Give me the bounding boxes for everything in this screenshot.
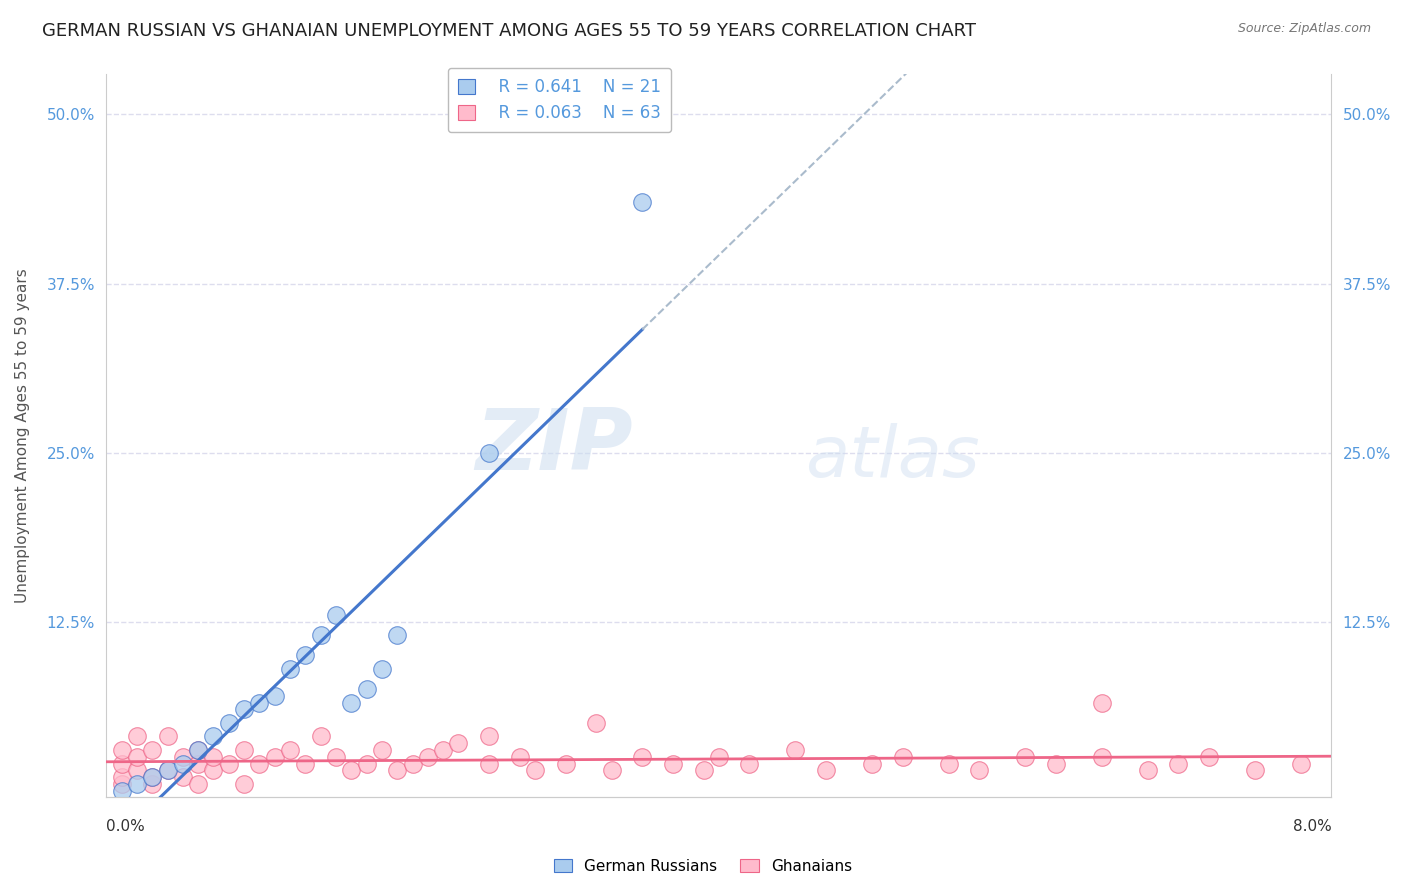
Point [110, 783, 132, 797]
Point [141, 770, 163, 784]
Text: Source: ZipAtlas.com: Source: ZipAtlas.com [1237, 22, 1371, 36]
Point [785, 743, 807, 757]
Point [1091, 749, 1114, 764]
Point [401, 756, 423, 771]
Point [263, 689, 285, 703]
Point [202, 730, 225, 744]
Point [478, 730, 501, 744]
Point [1136, 764, 1159, 778]
Point [309, 628, 332, 642]
Point [125, 764, 148, 778]
Point [631, 749, 654, 764]
Point [187, 756, 209, 771]
Text: ZIP: ZIP [475, 405, 633, 488]
Y-axis label: Unemployment Among Ages 55 to 59 years: Unemployment Among Ages 55 to 59 years [15, 268, 30, 603]
Point [110, 770, 132, 784]
Point [172, 756, 194, 771]
Point [294, 756, 316, 771]
Point [707, 749, 730, 764]
Point [110, 777, 132, 791]
Point [1243, 764, 1265, 778]
Point [249, 756, 271, 771]
Point [416, 749, 439, 764]
Point [156, 764, 179, 778]
Point [692, 764, 714, 778]
Point [967, 764, 990, 778]
Point [1167, 756, 1189, 771]
Point [202, 764, 225, 778]
Point [662, 756, 685, 771]
Point [938, 756, 960, 771]
Point [110, 756, 132, 771]
Text: 8.0%: 8.0% [1292, 819, 1331, 834]
Point [249, 696, 271, 710]
Point [233, 702, 256, 716]
Point [600, 764, 623, 778]
Point [1289, 756, 1312, 771]
Point [371, 743, 394, 757]
Legend: German Russians, Ghanaians: German Russians, Ghanaians [548, 853, 858, 880]
Point [432, 743, 454, 757]
Point [340, 696, 363, 710]
Point [125, 777, 148, 791]
Point [478, 756, 501, 771]
Point [125, 730, 148, 744]
Point [1045, 756, 1067, 771]
Point [356, 756, 378, 771]
Point [356, 682, 378, 697]
Point [340, 764, 363, 778]
Point [631, 195, 654, 210]
Point [325, 749, 347, 764]
Point [156, 764, 179, 778]
Point [1091, 696, 1114, 710]
Point [187, 743, 209, 757]
Point [815, 764, 838, 778]
Point [141, 777, 163, 791]
Point [554, 756, 576, 771]
Point [141, 770, 163, 784]
Point [110, 743, 132, 757]
Point [218, 756, 240, 771]
Point [325, 607, 347, 622]
Point [218, 715, 240, 730]
Point [478, 445, 501, 459]
Point [156, 730, 179, 744]
Point [233, 777, 256, 791]
Point [294, 648, 316, 663]
Point [125, 749, 148, 764]
Text: 0.0%: 0.0% [107, 819, 145, 834]
Point [509, 749, 531, 764]
Point [172, 749, 194, 764]
Point [278, 662, 301, 676]
Point [263, 749, 285, 764]
Point [1014, 749, 1036, 764]
Point [187, 743, 209, 757]
Point [860, 756, 883, 771]
Point [309, 730, 332, 744]
Point [891, 749, 914, 764]
Point [387, 764, 409, 778]
Point [585, 715, 607, 730]
Text: GERMAN RUSSIAN VS GHANAIAN UNEMPLOYMENT AMONG AGES 55 TO 59 YEARS CORRELATION CH: GERMAN RUSSIAN VS GHANAIAN UNEMPLOYMENT … [42, 22, 976, 40]
Point [233, 743, 256, 757]
Point [524, 764, 547, 778]
Point [278, 743, 301, 757]
Point [738, 756, 761, 771]
Point [1198, 749, 1220, 764]
Point [387, 628, 409, 642]
Point [141, 743, 163, 757]
Point [447, 736, 470, 750]
Text: atlas: atlas [804, 423, 979, 491]
Point [187, 777, 209, 791]
Point [371, 662, 394, 676]
Legend:   R = 0.641    N = 21,   R = 0.063    N = 63: R = 0.641 N = 21, R = 0.063 N = 63 [449, 68, 671, 132]
Point [172, 770, 194, 784]
Point [202, 749, 225, 764]
